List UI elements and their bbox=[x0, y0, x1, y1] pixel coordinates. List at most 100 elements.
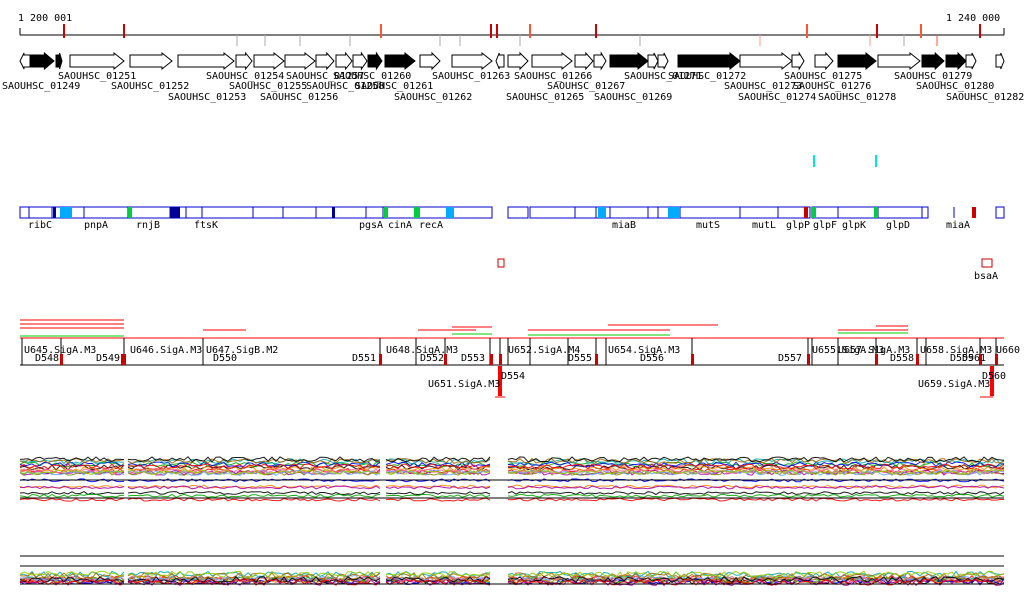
gene-arrow[interactable] bbox=[69, 51, 125, 71]
segment-label[interactable]: D549 bbox=[96, 353, 120, 364]
gene-arrow[interactable] bbox=[609, 51, 649, 71]
gene-name-label[interactable]: pnpA bbox=[84, 220, 108, 231]
gene-name-label[interactable]: cinA bbox=[388, 220, 412, 231]
annotation-feature[interactable] bbox=[446, 207, 454, 218]
gene-arrow[interactable] bbox=[791, 51, 805, 71]
segment-label[interactable]: U658.SigA.M3 bbox=[920, 345, 992, 356]
annotation-feature[interactable] bbox=[598, 207, 606, 218]
annotation-track-box[interactable] bbox=[507, 206, 529, 219]
locus-tag-label[interactable]: SAOUHSC_01266 bbox=[514, 71, 592, 82]
gene-name-label[interactable]: rnjB bbox=[136, 220, 160, 231]
gene-arrow[interactable] bbox=[495, 52, 505, 70]
annotation-feature[interactable] bbox=[414, 207, 420, 218]
gene-arrow[interactable] bbox=[814, 51, 834, 71]
locus-tag-label[interactable]: SAOUHSC_01262 bbox=[394, 92, 472, 103]
segment-label[interactable]: D552 bbox=[420, 353, 444, 364]
gene-name-label[interactable]: glpD bbox=[886, 220, 910, 231]
locus-tag-label[interactable]: SAOUHSC_01267 bbox=[547, 81, 625, 92]
gene-name-label[interactable]: mutS bbox=[696, 220, 720, 231]
segment-label[interactable]: U655.SigA.M3 bbox=[812, 345, 884, 356]
gene-arrow[interactable] bbox=[965, 52, 977, 70]
annotation-feature[interactable] bbox=[668, 207, 680, 218]
segment-label[interactable]: D561 bbox=[962, 353, 986, 364]
locus-tag-label[interactable]: SAOUHSC_01273 bbox=[724, 81, 802, 92]
annotation-feature[interactable] bbox=[64, 207, 72, 218]
locus-tag-label[interactable]: SAOUHSC_01274 bbox=[738, 92, 816, 103]
gene-arrow[interactable] bbox=[574, 51, 594, 71]
locus-tag-label[interactable]: SAOUHSC_01265 bbox=[506, 92, 584, 103]
gene-arrow[interactable] bbox=[129, 51, 173, 71]
locus-tag-label[interactable]: SAOUHSC_01256 bbox=[260, 92, 338, 103]
segment-label[interactable]: U660 bbox=[996, 345, 1020, 356]
locus-tag-label[interactable]: SAOUHSC_01272 bbox=[668, 71, 746, 82]
segment-label[interactable]: U646.SigA.M3 bbox=[130, 345, 202, 356]
gene-arrow[interactable] bbox=[945, 51, 967, 71]
annotation-feature[interactable] bbox=[812, 207, 816, 218]
annotation-track-box[interactable] bbox=[19, 206, 493, 219]
gene-arrow[interactable] bbox=[19, 52, 31, 70]
gene-arrow[interactable] bbox=[451, 51, 493, 71]
gene-arrow[interactable] bbox=[335, 51, 353, 71]
annotation-feature[interactable] bbox=[972, 207, 976, 218]
segment-label[interactable]: D551 bbox=[352, 353, 376, 364]
locus-tag-label[interactable]: SAOUHSC_01280 bbox=[916, 81, 994, 92]
segment-label[interactable]: U647.SigB.M2 bbox=[206, 345, 278, 356]
gene-arrow[interactable] bbox=[352, 51, 368, 71]
locus-tag-label[interactable]: SAOUHSC_01252 bbox=[111, 81, 189, 92]
gene-arrow[interactable] bbox=[315, 51, 335, 71]
locus-tag-label[interactable]: SAOUHSC_01282 bbox=[946, 92, 1024, 103]
gene-arrow[interactable] bbox=[177, 51, 235, 71]
segment-label[interactable]: U645.SigA.M3 bbox=[24, 345, 96, 356]
segment-label[interactable]: U659.SigA.M3 bbox=[918, 379, 990, 390]
gene-arrow[interactable] bbox=[593, 51, 607, 71]
gene-arrow[interactable] bbox=[419, 51, 441, 71]
segment-label[interactable]: U652.SigA.M4 bbox=[508, 345, 580, 356]
locus-tag-label[interactable]: SAOUHSC_01269 bbox=[594, 92, 672, 103]
locus-tag-label[interactable]: SAOUHSC_01271 bbox=[624, 71, 702, 82]
annotation-feature[interactable] bbox=[384, 207, 388, 218]
segment-label[interactable]: D555 bbox=[568, 353, 592, 364]
locus-tag-label[interactable]: SAOUHSC_01251 bbox=[58, 71, 136, 82]
annotation-feature[interactable] bbox=[128, 207, 132, 218]
locus-tag-label[interactable]: SAOUHSC_01249 bbox=[2, 81, 80, 92]
locus-tag-label[interactable]: SAOUHSC_01258 bbox=[306, 81, 384, 92]
segment-label[interactable]: D558 bbox=[890, 353, 914, 364]
locus-tag-label[interactable]: SAOUHSC_01278 bbox=[818, 92, 896, 103]
annotation-feature[interactable] bbox=[60, 207, 64, 218]
gene-arrow[interactable] bbox=[921, 51, 945, 71]
segment-label[interactable]: D550 bbox=[213, 353, 237, 364]
annotation-track-box[interactable] bbox=[995, 206, 1005, 219]
segment-label[interactable]: D556 bbox=[640, 353, 664, 364]
gene-arrow[interactable] bbox=[384, 51, 416, 71]
segment-label[interactable]: U648.SigA.M3 bbox=[386, 345, 458, 356]
locus-tag-label[interactable]: SAOUHSC_01253 bbox=[168, 92, 246, 103]
annotation-feature[interactable] bbox=[332, 207, 335, 218]
locus-tag-label[interactable]: SAOUHSC_01260 bbox=[333, 71, 411, 82]
annotation-feature[interactable] bbox=[53, 207, 56, 218]
annotation-track-box[interactable] bbox=[811, 206, 929, 219]
annotation-feature[interactable] bbox=[874, 207, 878, 218]
gene-arrow[interactable] bbox=[647, 52, 659, 70]
segment-label[interactable]: D554 bbox=[501, 371, 525, 382]
gene-name-label[interactable]: bsaA bbox=[974, 271, 998, 282]
gene-arrow[interactable] bbox=[531, 51, 573, 71]
gene-arrow[interactable] bbox=[739, 51, 793, 71]
gene-arrow[interactable] bbox=[284, 51, 316, 71]
locus-tag-label[interactable]: SAOUHSC_01263 bbox=[432, 71, 510, 82]
gene-arrow[interactable] bbox=[253, 51, 285, 71]
gene-name-label[interactable]: glpK bbox=[842, 220, 866, 231]
gene-arrow[interactable] bbox=[29, 51, 55, 71]
gene-arrow[interactable] bbox=[677, 51, 741, 71]
gene-name-label[interactable]: ribC bbox=[28, 220, 52, 231]
gene-arrow[interactable] bbox=[877, 51, 921, 71]
gene-name-label[interactable]: recA bbox=[419, 220, 443, 231]
segment-label[interactable]: D560 bbox=[982, 371, 1006, 382]
gene-name-label[interactable]: ftsK bbox=[194, 220, 218, 231]
gene-name-label[interactable]: miaA bbox=[946, 220, 970, 231]
segment-label[interactable]: U651.SigA.M3 bbox=[428, 379, 500, 390]
gene-arrow[interactable] bbox=[55, 52, 63, 70]
annotation-feature[interactable] bbox=[804, 207, 808, 218]
gene-arrow[interactable] bbox=[507, 51, 529, 71]
segment-label[interactable]: D548 bbox=[35, 353, 59, 364]
